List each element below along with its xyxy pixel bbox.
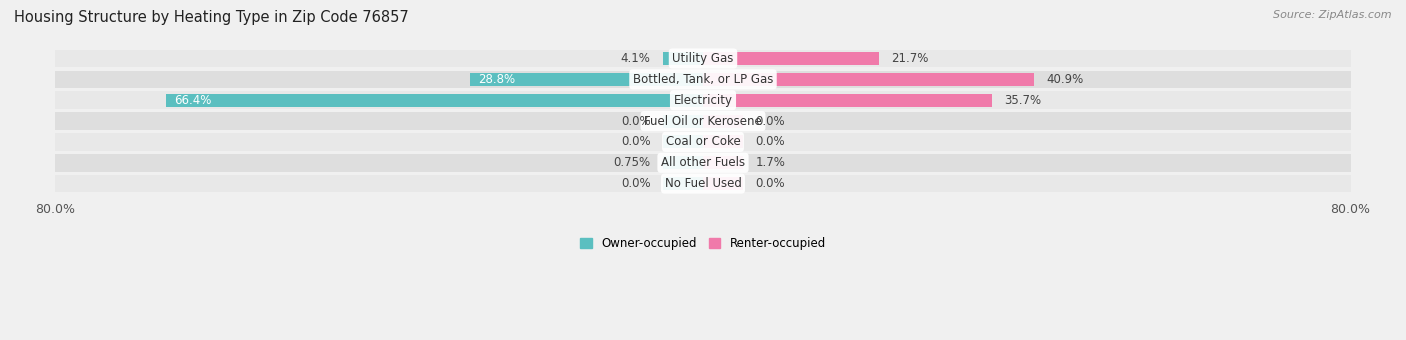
Bar [662,115,703,128]
Bar [662,177,703,190]
Text: 0.0%: 0.0% [621,177,651,190]
Text: 0.0%: 0.0% [755,115,785,128]
Text: 35.7%: 35.7% [1004,94,1042,107]
Bar [703,115,744,128]
Text: 0.0%: 0.0% [755,135,785,148]
Bar [55,50,1351,67]
Bar [703,177,744,190]
Bar [703,135,744,148]
Text: 0.0%: 0.0% [755,177,785,190]
Bar [470,73,703,86]
Bar [703,94,993,107]
Text: 28.8%: 28.8% [478,73,515,86]
Text: 66.4%: 66.4% [174,94,211,107]
Text: Electricity: Electricity [673,94,733,107]
Bar [166,94,703,107]
Text: 40.9%: 40.9% [1046,73,1084,86]
Text: 0.0%: 0.0% [621,115,651,128]
Bar [55,133,1351,151]
Bar [703,156,744,169]
Bar [55,175,1351,192]
Text: All other Fuels: All other Fuels [661,156,745,169]
Text: 0.75%: 0.75% [613,156,651,169]
Bar [55,91,1351,109]
Text: 1.7%: 1.7% [755,156,786,169]
Bar [703,52,879,65]
Bar [662,52,703,65]
Text: Source: ZipAtlas.com: Source: ZipAtlas.com [1274,10,1392,20]
Text: 21.7%: 21.7% [891,52,928,65]
Text: Housing Structure by Heating Type in Zip Code 76857: Housing Structure by Heating Type in Zip… [14,10,409,25]
Bar [662,135,703,148]
Bar [703,73,1033,86]
Text: No Fuel Used: No Fuel Used [665,177,741,190]
Text: Utility Gas: Utility Gas [672,52,734,65]
Bar [55,70,1351,88]
Text: Coal or Coke: Coal or Coke [665,135,741,148]
Bar [55,154,1351,172]
Bar [55,112,1351,130]
Text: Fuel Oil or Kerosene: Fuel Oil or Kerosene [644,115,762,128]
Bar [662,156,703,169]
Text: 0.0%: 0.0% [621,135,651,148]
Legend: Owner-occupied, Renter-occupied: Owner-occupied, Renter-occupied [575,233,831,255]
Text: Bottled, Tank, or LP Gas: Bottled, Tank, or LP Gas [633,73,773,86]
Text: 4.1%: 4.1% [620,52,651,65]
